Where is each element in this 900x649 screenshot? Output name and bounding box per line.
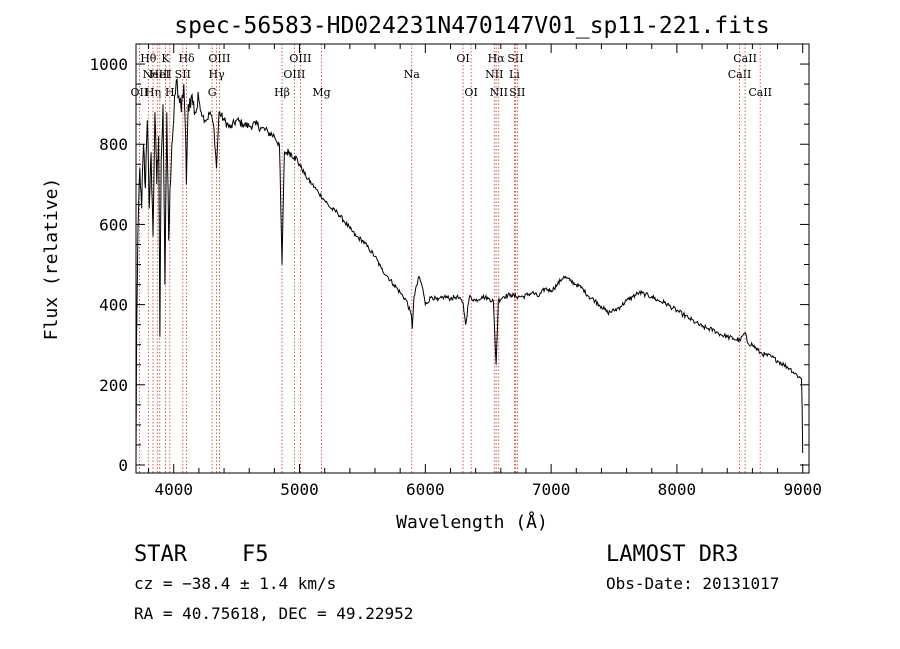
- tick-labels: 4000 5000 6000 7000 8000 9000 0 200 400 600 800 100…: [89, 55, 822, 499]
- axis-ticks: [136, 44, 809, 473]
- line-marker-label: NeIII: [143, 68, 172, 81]
- line-marker-label: NII: [490, 86, 508, 99]
- redshift-text: cz = −38.4 ± 1.4 km/s: [134, 574, 336, 593]
- x-tick-label: 6000: [406, 480, 445, 499]
- x-tick-label: 7000: [532, 480, 571, 499]
- x-axis-label: Wavelength (Å): [396, 511, 548, 533]
- series-layer: [135, 78, 804, 466]
- line-marker-label: HeI: [150, 68, 170, 81]
- x-tick-label: 5000: [280, 480, 319, 499]
- line-marker-label: SII: [175, 68, 191, 81]
- y-tick-label: 600: [99, 215, 128, 234]
- line-marker-label: Mg: [312, 86, 330, 99]
- line-marker-label: K: [161, 52, 170, 65]
- plot-frame: [135, 43, 810, 474]
- chart-title: spec-56583-HD024231N470147V01_sp11-221.f…: [174, 13, 769, 39]
- line-marker-label: Hδ: [178, 52, 195, 65]
- line-marker-label: Li: [509, 68, 520, 81]
- line-marker-label: SII: [507, 52, 523, 65]
- object-class: STAR: [134, 542, 188, 567]
- line-marker-label: H: [165, 86, 175, 99]
- y-tick-label: 0: [118, 456, 128, 475]
- y-tick-label: 400: [99, 296, 128, 315]
- y-tick-label: 1000: [89, 55, 128, 74]
- spectrum-line-flux: [135, 78, 804, 466]
- y-axis-label: Flux (relative): [41, 178, 62, 341]
- line-marker-label: OIII: [208, 52, 230, 65]
- line-marker-label: CaII: [733, 52, 757, 65]
- y-tick-label: 200: [99, 376, 128, 395]
- line-marker-label: CaII: [728, 68, 752, 81]
- obs-date: Obs-Date: 20131017: [606, 574, 779, 593]
- line-marker-label: Hγ: [209, 68, 226, 81]
- line-marker-label: OIII: [283, 68, 305, 81]
- line-marker-label: Hβ: [274, 86, 290, 99]
- x-tick-label: 9000: [783, 480, 822, 499]
- survey-name: LAMOST DR3: [606, 542, 738, 567]
- line-marker-label: Na: [404, 68, 421, 81]
- line-marker-label: SII: [509, 86, 525, 99]
- x-tick-label: 4000: [154, 480, 193, 499]
- object-subclass: F5: [242, 542, 269, 567]
- coordinates-text: RA = 40.75618, DEC = 49.22952: [134, 604, 413, 623]
- y-tick-label: 800: [99, 135, 128, 154]
- line-marker-label: OI: [464, 86, 477, 99]
- x-tick-label: 8000: [658, 480, 697, 499]
- line-marker-label: Hα: [488, 52, 506, 65]
- line-marker-label: OI: [456, 52, 469, 65]
- line-marker-label: Hθ: [140, 52, 157, 65]
- line-marker-label: NII: [485, 68, 503, 81]
- line-marker-label: Hη: [145, 86, 161, 99]
- line-marker-label: G: [208, 86, 217, 99]
- spectral-line-markers: OIIHθHηNeIIIHeIKHSIIHδGHγOIIIHβOIIIOIIIM…: [131, 44, 772, 473]
- line-marker-label: OII: [131, 86, 149, 99]
- line-marker-label: OIII: [289, 52, 311, 65]
- line-marker-label: CaII: [748, 86, 772, 99]
